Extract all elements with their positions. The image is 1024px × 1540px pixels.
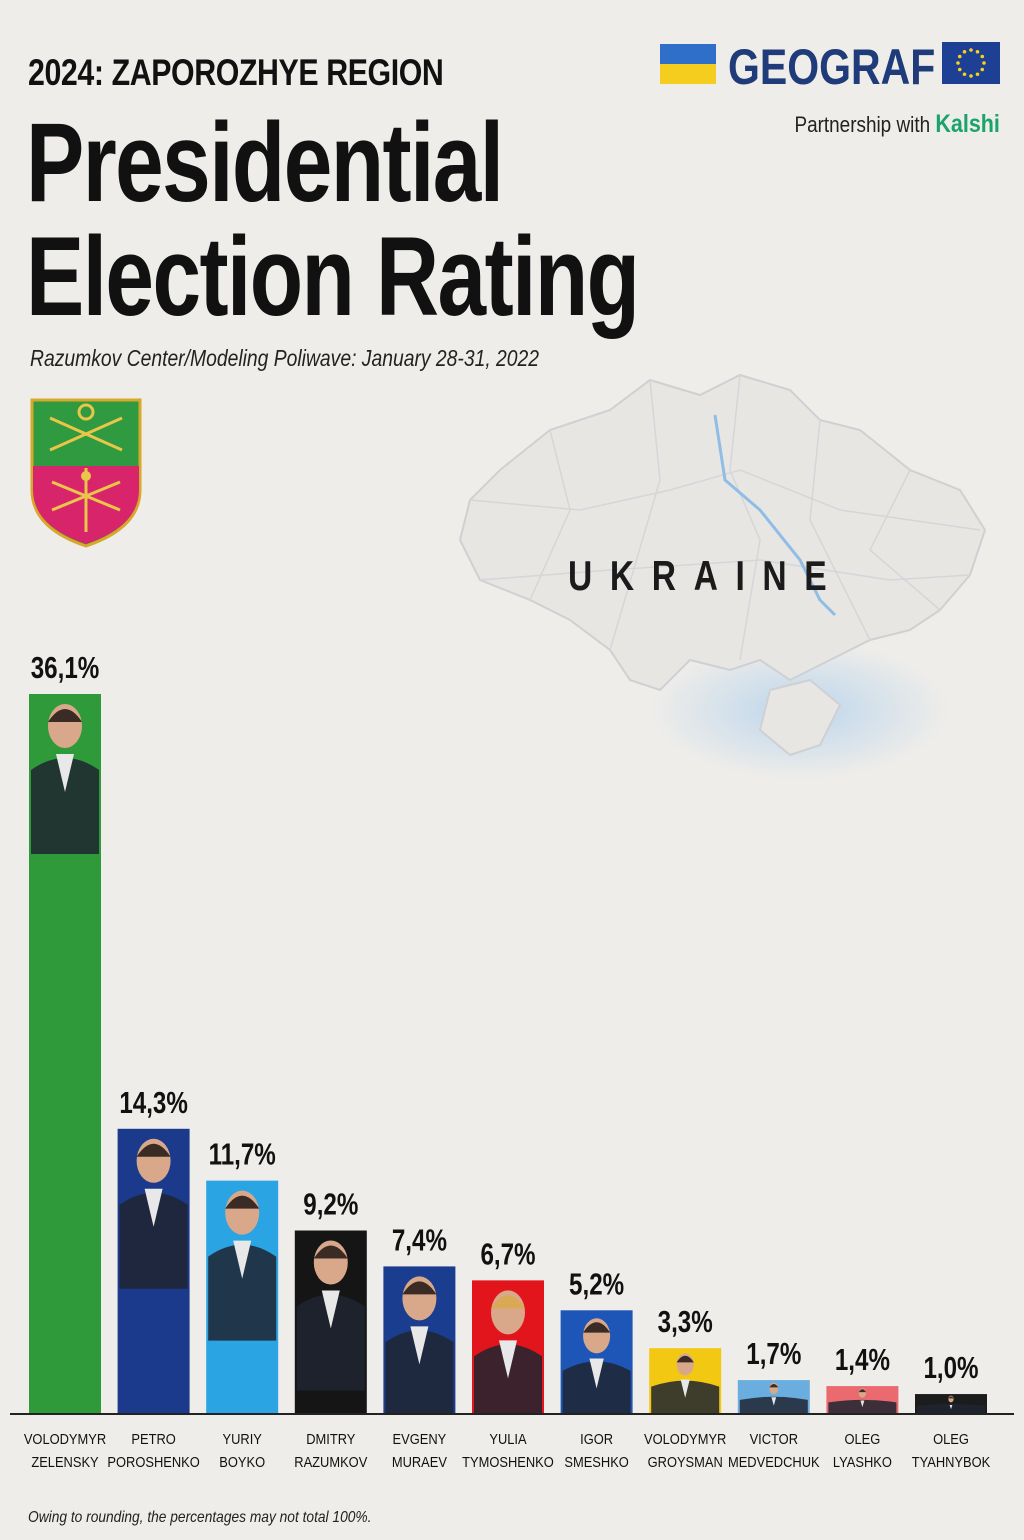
category-label-5-0: YULIA xyxy=(489,1430,527,1447)
portrait-6 xyxy=(562,1318,631,1414)
partnership-line: Partnership with Kalshi xyxy=(795,110,1000,139)
category-label-8-0: VICTOR xyxy=(750,1430,798,1447)
bar-chart: 36,1% VOLODYMYR ZELENSKY 14,3% PETRO POROSHEN… xyxy=(10,650,1014,1470)
value-label-6: 5,2% xyxy=(569,1266,624,1301)
brand-block: GEOGRAF Partnership with Kalshi xyxy=(660,38,1000,138)
value-label-9: 1,4% xyxy=(835,1342,890,1377)
partnership-prefix: Partnership with xyxy=(794,112,931,137)
category-label-6-0: IGOR xyxy=(580,1430,613,1447)
category-label-2-1: BOYKO xyxy=(219,1453,265,1470)
category-label-3-1: RAZUMKOV xyxy=(294,1453,368,1470)
ukraine-map xyxy=(458,373,987,780)
portrait-8 xyxy=(739,1382,808,1414)
category-label-4-1: MURAEV xyxy=(392,1453,448,1470)
category-label-2-0: YURIY xyxy=(223,1430,263,1447)
region-title: 2024: ZAPOROZHYE REGION xyxy=(28,52,444,93)
category-label-7-0: VOLODYMYR xyxy=(644,1430,726,1447)
category-label-10-0: OLEG xyxy=(933,1430,969,1447)
footnote: Owing to rounding, the percentages may n… xyxy=(28,1509,372,1526)
category-label-7-1: GROYSMAN xyxy=(648,1453,723,1470)
category-label-9-1: LYASHKO xyxy=(833,1453,892,1470)
category-label-8-1: MEDVEDCHUK xyxy=(728,1453,820,1470)
category-label-0-1: ZELENSKY xyxy=(31,1453,99,1470)
coat-of-arms-icon xyxy=(30,398,142,548)
title-line-1: Presidential xyxy=(26,100,504,225)
value-label-1: 14,3% xyxy=(119,1085,188,1120)
partner-logo: Kalshi xyxy=(935,110,1000,138)
category-label-6-1: SMESHKO xyxy=(564,1453,629,1470)
eu-flag-icon xyxy=(942,42,1000,84)
value-label-0: 36,1% xyxy=(31,650,100,685)
category-label-3-0: DMITRY xyxy=(306,1430,356,1447)
category-label-5-1: TYMOSHENKO xyxy=(462,1453,554,1470)
value-label-5: 6,7% xyxy=(480,1236,535,1271)
portrait-5 xyxy=(474,1290,542,1414)
value-label-3: 9,2% xyxy=(303,1187,358,1222)
portrait-9 xyxy=(828,1388,897,1414)
portrait-0 xyxy=(31,704,99,854)
category-label-1-0: PETRO xyxy=(131,1430,175,1447)
country-label: UKRAINE xyxy=(568,552,845,599)
category-label-9-0: OLEG xyxy=(844,1430,880,1447)
value-label-2: 11,7% xyxy=(209,1137,276,1172)
portrait-4 xyxy=(385,1276,454,1414)
brand-name: GEOGRAF xyxy=(728,39,936,95)
source-note: Razumkov Center/Modeling Poliwave: Janua… xyxy=(30,345,540,371)
category-label-10-1: TYAHNYBOK xyxy=(912,1453,991,1470)
category-label-1-1: POROSHENKO xyxy=(107,1453,199,1470)
value-label-8: 1,7% xyxy=(746,1336,801,1371)
value-label-4: 7,4% xyxy=(392,1223,447,1258)
value-label-7: 3,3% xyxy=(658,1304,713,1339)
portrait-1 xyxy=(119,1138,188,1289)
category-label-0-0: VOLODYMYR xyxy=(24,1430,106,1447)
ukraine-flag-icon xyxy=(660,44,716,84)
portrait-3 xyxy=(296,1240,365,1391)
category-label-4-0: EVGENY xyxy=(393,1430,447,1447)
portrait-10 xyxy=(917,1395,985,1414)
page-title: Presidential Election Rating xyxy=(26,100,640,339)
portrait-2 xyxy=(208,1190,277,1341)
value-label-10: 1,0% xyxy=(923,1350,978,1385)
portrait-7 xyxy=(651,1353,720,1414)
title-line-2: Election Rating xyxy=(26,214,640,339)
